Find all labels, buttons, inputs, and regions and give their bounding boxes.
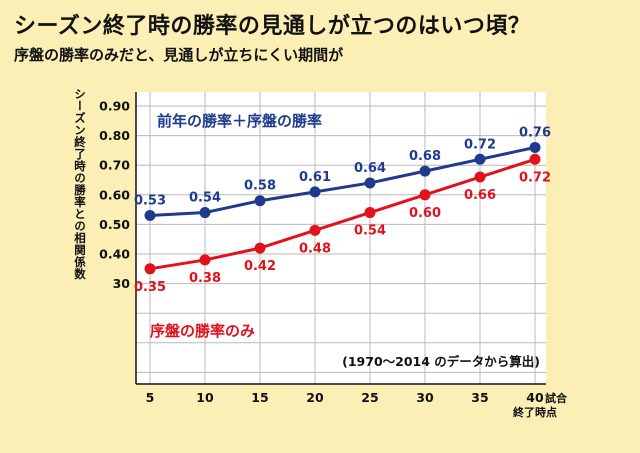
x-tick-label: 30	[416, 390, 434, 405]
y-tick-label: 0.70	[99, 158, 130, 173]
axes	[135, 92, 546, 385]
red-data-point	[364, 207, 376, 219]
blue-data-label: 0.53	[134, 194, 166, 209]
red-data-point	[254, 242, 266, 254]
blue-data-label: 0.72	[464, 137, 496, 152]
blue-data-label: 0.54	[189, 191, 221, 206]
red-data-point	[144, 263, 156, 275]
plot-background	[136, 92, 546, 384]
y-tick-labels: 0.90 0.80 0.70 0.60 0.50 0.40 30	[99, 99, 130, 292]
y-tick-label: 0.60	[99, 187, 130, 202]
red-data-label: 0.54	[354, 224, 386, 239]
x-tick-label: 35	[471, 390, 488, 405]
blue-data-label: 0.61	[299, 170, 331, 185]
chart-subtitle: 序盤の勝率のみだと、見通しが立ちにくい期間が	[14, 46, 344, 64]
red-data-label: 0.38	[189, 271, 221, 286]
red-data-label: 0.35	[134, 280, 166, 295]
blue-data-point	[364, 177, 376, 189]
x-tick-label: 15	[251, 390, 268, 405]
chart-title: シーズン終了時の勝率の見通しが立つのはいつ頃？	[14, 14, 531, 39]
x-tick-labels: 5 10 15 20 25 30 35 40	[146, 390, 544, 405]
red-series-line	[149, 157, 536, 271]
blue-data-point	[144, 210, 156, 222]
red-data-label: 0.66	[464, 188, 496, 203]
red-data-label: 0.48	[299, 241, 331, 256]
x-unit-label-line1: 試合	[545, 391, 568, 405]
blue-series-line	[149, 145, 536, 218]
blue-data-label: 0.58	[244, 179, 276, 194]
red-data-label: 0.60	[409, 206, 441, 221]
x-unit-label-line2: 終了時点	[513, 405, 557, 419]
data-source-note: (1970〜2014 のデータから算出)	[342, 354, 540, 369]
blue-data-point	[199, 207, 211, 219]
blue-data-point	[529, 141, 541, 153]
blue-data-point	[419, 165, 431, 177]
x-tick-label: 25	[361, 390, 378, 405]
red-data-point	[419, 189, 431, 201]
x-tick-label: 40	[526, 390, 544, 405]
blue-data-label: 0.68	[409, 149, 441, 164]
legend-red-series: 序盤の勝率のみ	[150, 322, 255, 340]
gridlines	[136, 92, 546, 384]
red-data-label: 0.72	[519, 170, 551, 185]
y-tick-label: 0.80	[99, 128, 130, 143]
blue-data-point	[254, 195, 266, 207]
x-tick-label: 10	[196, 390, 214, 405]
y-tick-label: 0.50	[99, 217, 130, 232]
red-data-point	[199, 254, 211, 266]
y-tick-label: 30	[113, 276, 131, 291]
blue-data-point	[309, 186, 321, 198]
y-axis-label: シーズン終了時の勝率との相関係数	[73, 88, 87, 280]
red-data-label: 0.42	[244, 259, 276, 274]
y-tick-label: 0.90	[99, 99, 130, 114]
x-tick-label: 20	[306, 390, 324, 405]
series-group: 0.53 0.54 0.58 0.61 0.64 0.68 0.72 0.76 0.35 0.38…	[134, 125, 551, 294]
blue-data-label: 0.76	[519, 125, 551, 140]
legend-blue-series: 前年の勝率＋序盤の勝率	[157, 112, 322, 130]
red-data-point	[529, 153, 541, 165]
x-tick-label: 5	[146, 390, 155, 405]
blue-data-point	[474, 153, 486, 165]
red-data-point	[309, 224, 321, 236]
red-data-point	[474, 171, 486, 183]
y-tick-label: 0.40	[99, 247, 130, 262]
blue-data-label: 0.64	[354, 161, 386, 176]
